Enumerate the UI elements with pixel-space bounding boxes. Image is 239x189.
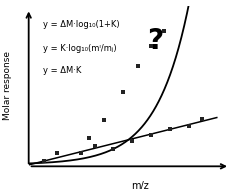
Text: y = ΔM·log₁₀(1+K): y = ΔM·log₁₀(1+K) (43, 19, 120, 29)
Text: Molar response: Molar response (3, 51, 12, 121)
Text: ?: ? (147, 27, 163, 55)
Text: y = K·log₁₀(mᴵ/mⱼ): y = K·log₁₀(mᴵ/mⱼ) (43, 44, 117, 53)
Text: y = ΔM·K: y = ΔM·K (43, 66, 81, 75)
Text: m/z: m/z (131, 181, 149, 189)
